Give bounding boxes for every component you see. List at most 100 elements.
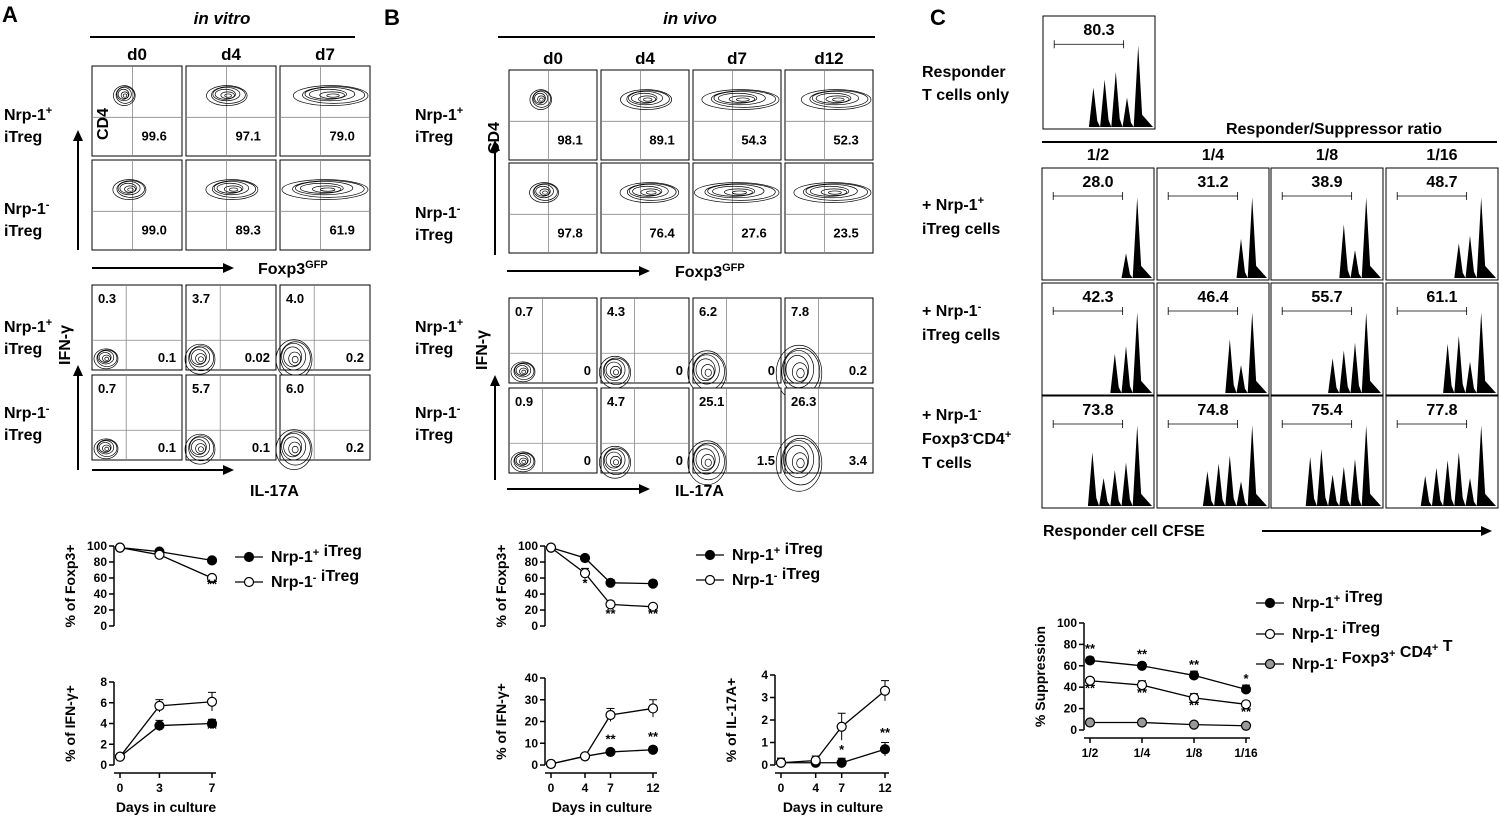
a-cyto-r1-c1-frame: [185, 374, 277, 461]
A-ifn-series-1: [114, 691, 218, 762]
a-legend-pos-label: Nrp-1+ iTreg: [271, 543, 362, 566]
contour-ring: [809, 90, 869, 108]
b-row4-label-l2: iTreg: [415, 427, 453, 444]
B-ifn-point: [647, 744, 659, 755]
B-ifn-series-1: [545, 699, 659, 770]
C-suppression-xtick-label: 1/2: [1082, 746, 1099, 760]
A-ifn-point: [206, 696, 218, 707]
A-foxp3-ytick-label: 20: [94, 603, 108, 617]
b-cyto-r1-c1-br: 0: [676, 453, 683, 468]
C-suppression-ytick-label: 100: [1057, 616, 1077, 630]
contour-ring: [796, 458, 805, 469]
c-legend-pos-label: Nrp-1+ iTreg: [1292, 589, 1383, 612]
contour-ring: [628, 91, 663, 106]
b-foxp3-r1-c2-value: 27.6: [741, 226, 766, 241]
B-foxp3-series-line: [550, 546, 654, 585]
C-suppression-xtick-label: 1/4: [1134, 746, 1151, 760]
contour-ring: [521, 369, 527, 374]
contour-ring: [127, 187, 134, 192]
contour-ring: [120, 91, 129, 99]
a-row4-label-l1: Nrp-1-: [4, 403, 50, 422]
b-foxp3-r0-c0-value: 98.1: [557, 133, 582, 148]
panel-a-day-d7: d7: [315, 45, 335, 64]
b-ifng-arrow-head: [490, 375, 500, 386]
c-legend-neg-marker: [1264, 628, 1276, 640]
b-foxp3-r1-c2-frame: [692, 162, 782, 254]
A-foxp3-ytick-label: 100: [87, 539, 107, 553]
B-foxp3-point: [647, 578, 659, 589]
c-hist-r1-c2-value: 55.7: [1311, 289, 1342, 306]
a-row1-label-l2: iTreg: [4, 129, 42, 146]
b-foxp3-r1-c0-value: 97.8: [557, 226, 582, 241]
c-hist-r0-c3-value: 48.7: [1426, 174, 1457, 191]
contour-ring: [796, 368, 805, 379]
contour-ring: [713, 91, 766, 106]
B-ifn-xtick-label: 4: [582, 781, 589, 795]
a-foxp3-r0-c2-value: 79.0: [330, 129, 355, 144]
c-hist-r0-c2-value: 38.9: [1311, 174, 1342, 191]
contour-ring: [281, 342, 306, 371]
b-cyto-r0-c2-br: 0: [768, 363, 775, 378]
a-foxp3-r1-c1-value: 89.3: [236, 223, 261, 238]
contour-ring: [216, 182, 244, 194]
contour-ring: [534, 92, 546, 104]
a-il17-label: IL-17A: [250, 483, 299, 500]
c-hist-r2-c3-histogram: [1408, 425, 1496, 506]
B-foxp3-series-line: [550, 547, 654, 608]
contour-ring: [189, 346, 211, 368]
contour-ring: [224, 93, 232, 98]
contour-ring: [793, 182, 872, 203]
b-cyto-r1-c0-br: 0: [584, 453, 591, 468]
B-il17-ytick-label: 1: [761, 736, 768, 750]
b-cyto-r1-c0-frame: [508, 387, 598, 474]
c-hist-r0-c3-histogram: [1408, 197, 1496, 278]
contour-ring: [117, 88, 130, 100]
a-legend-neg-marker: [243, 576, 255, 588]
contour-ring: [206, 85, 248, 106]
c-hist-r1-c3-frame: [1385, 282, 1499, 396]
a-row3-label-l1: Nrp-1+: [4, 317, 52, 336]
B-foxp3-point: [545, 542, 557, 553]
B-il17-point: [879, 744, 891, 755]
contour-ring: [693, 354, 720, 385]
c-legend-pos-marker: [1264, 597, 1276, 609]
a-foxp3-r1-c0-value: 99.0: [142, 223, 167, 238]
contour-ring: [539, 188, 550, 196]
contour-ring: [626, 90, 670, 108]
c-only-label-2: T cells only: [922, 87, 1009, 104]
a-cyto-r1-c0-tl: 0.7: [98, 381, 116, 396]
contour-ring: [704, 183, 776, 201]
c-only-value: 80.3: [1083, 22, 1114, 39]
c-hist-r2-c3-value: 77.8: [1426, 402, 1457, 419]
contour-ring: [711, 90, 776, 108]
contour-ring: [112, 179, 147, 200]
c-row1-l2: iTreg cells: [922, 221, 1000, 238]
contour-ring: [308, 88, 347, 100]
c-ratio-title: Responder/Suppressor ratio: [1226, 121, 1442, 138]
C-suppression-significance: **: [1189, 657, 1200, 672]
A-ifn-point: [114, 751, 126, 762]
B-ifn-point: [579, 751, 591, 762]
a-foxp3-r0-c1-value: 97.1: [236, 129, 261, 144]
a-foxp3-r1-c0-frame: [91, 159, 183, 251]
b-row1-label-l2: iTreg: [415, 129, 453, 146]
contour-ring: [535, 185, 551, 197]
a-foxp3-r1-c1-frame: [185, 159, 277, 251]
c-hist-r1-c2-histogram: [1293, 312, 1381, 393]
c-hist-r0-c1-value: 31.2: [1197, 174, 1228, 191]
C-suppression-series-0: [1084, 655, 1252, 695]
C-suppression-significance: **: [1189, 698, 1200, 713]
C-suppression-series-line: [1089, 680, 1247, 705]
contour-ring: [191, 349, 207, 365]
contour-ring: [198, 446, 204, 453]
contour-ring: [537, 95, 546, 103]
contour-ring: [212, 87, 241, 102]
c-only-histogram: [1065, 45, 1153, 127]
a-cyto-r0-c2-br: 0.2: [346, 350, 364, 365]
contour-ring: [693, 444, 720, 475]
c-hist-r1-c3-value: 61.1: [1426, 289, 1457, 306]
contour-ring: [638, 95, 656, 103]
contour-ring: [515, 455, 529, 466]
C-suppression-point: [1136, 717, 1148, 728]
